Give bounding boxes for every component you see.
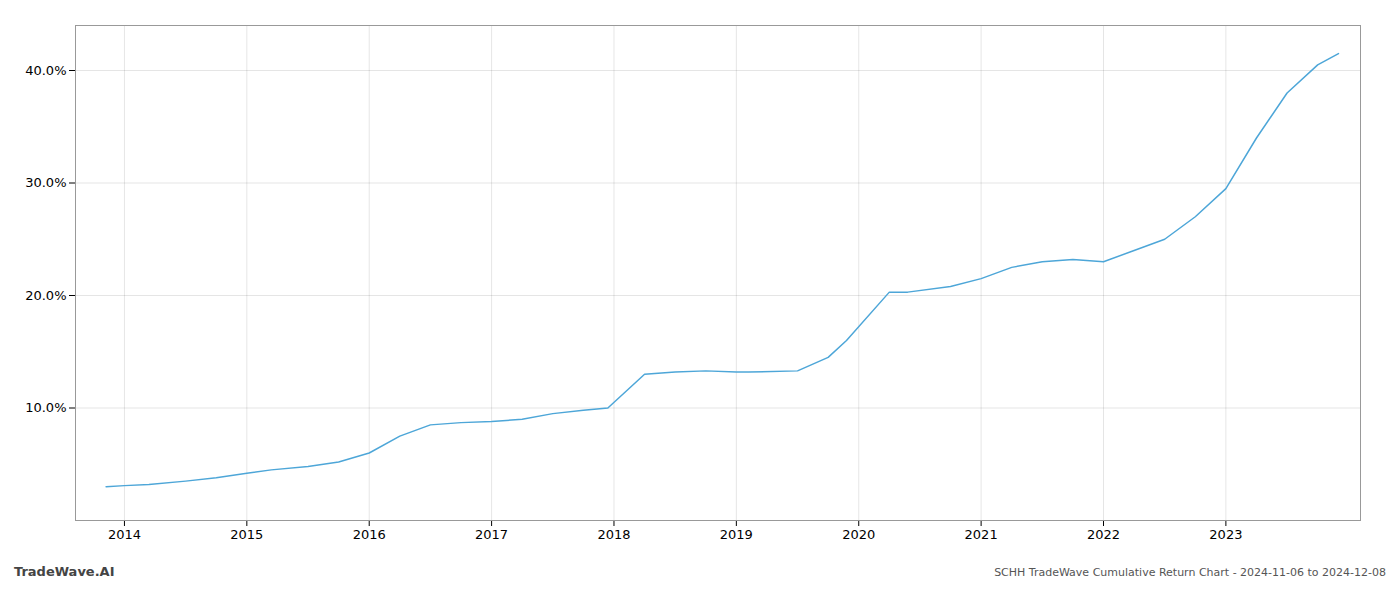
html-text:SCHH TradeWave Cumulative Retu: SCHH TradeWave Cumulative Return Chart -…	[994, 566, 1386, 579]
svg-text:40.0%: 40.0%	[25, 63, 66, 78]
svg-text:2015: 2015	[230, 527, 263, 542]
svg-text:10.0%: 10.0%	[25, 400, 66, 415]
svg-text:2014: 2014	[108, 527, 141, 542]
svg-text:2022: 2022	[1087, 527, 1120, 542]
svg-text:2023: 2023	[1209, 527, 1242, 542]
svg-text:2018: 2018	[597, 527, 630, 542]
svg-text:2021: 2021	[965, 527, 998, 542]
svg-text:30.0%: 30.0%	[25, 175, 66, 190]
svg-text:2019: 2019	[720, 527, 753, 542]
svg-text:2020: 2020	[842, 527, 875, 542]
svg-text:20.0%: 20.0%	[25, 288, 66, 303]
svg-text:2017: 2017	[475, 527, 508, 542]
svg-text:2016: 2016	[353, 527, 386, 542]
html-text:TradeWave.AI: TradeWave.AI	[14, 564, 115, 579]
